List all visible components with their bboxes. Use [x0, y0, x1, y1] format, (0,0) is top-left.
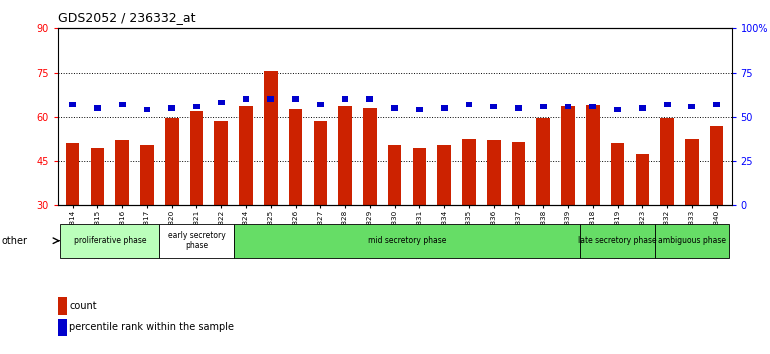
Bar	[466, 102, 472, 107]
Bar	[611, 143, 624, 205]
Bar	[189, 111, 203, 205]
Bar	[589, 104, 596, 109]
Bar	[292, 97, 299, 102]
Bar	[661, 118, 674, 205]
FancyBboxPatch shape	[654, 224, 729, 258]
Bar	[313, 121, 327, 205]
Bar	[437, 145, 451, 205]
Bar	[490, 104, 497, 109]
Bar	[462, 139, 476, 205]
Bar	[639, 105, 646, 111]
Bar	[363, 108, 377, 205]
Bar	[664, 102, 671, 107]
Bar	[413, 148, 427, 205]
FancyBboxPatch shape	[60, 224, 159, 258]
Text: GDS2052 / 236332_at: GDS2052 / 236332_at	[58, 11, 196, 24]
Bar	[317, 102, 323, 107]
Text: late secretory phase: late secretory phase	[578, 236, 657, 245]
Bar	[710, 126, 724, 205]
Bar	[69, 102, 76, 107]
Bar	[537, 118, 550, 205]
Text: ambiguous phase: ambiguous phase	[658, 236, 726, 245]
Bar	[440, 105, 447, 111]
Text: percentile rank within the sample: percentile rank within the sample	[69, 322, 234, 332]
Bar	[515, 105, 522, 111]
Bar	[338, 107, 352, 205]
FancyBboxPatch shape	[233, 224, 581, 258]
FancyBboxPatch shape	[581, 224, 654, 258]
Bar	[91, 148, 104, 205]
Bar	[688, 104, 695, 109]
Bar	[586, 105, 600, 205]
Bar	[169, 105, 175, 111]
Text: proliferative phase: proliferative phase	[73, 236, 146, 245]
Bar	[540, 104, 547, 109]
Bar	[391, 105, 398, 111]
Bar	[416, 107, 423, 113]
Bar	[193, 104, 200, 109]
Bar	[65, 143, 79, 205]
Bar	[165, 118, 179, 205]
Bar	[713, 102, 720, 107]
Text: other: other	[2, 236, 28, 246]
Bar	[487, 141, 500, 205]
Bar	[94, 105, 101, 111]
Bar	[635, 154, 649, 205]
Bar	[140, 145, 154, 205]
Bar	[116, 141, 129, 205]
Bar	[218, 100, 225, 105]
Text: mid secretory phase: mid secretory phase	[368, 236, 446, 245]
Bar	[511, 142, 525, 205]
Text: count: count	[69, 301, 97, 311]
Bar	[243, 97, 249, 102]
Bar	[267, 97, 274, 102]
Bar	[119, 102, 126, 107]
Bar	[388, 145, 401, 205]
Bar	[614, 107, 621, 113]
FancyBboxPatch shape	[159, 224, 233, 258]
Bar	[264, 71, 278, 205]
Text: early secretory
phase: early secretory phase	[168, 231, 226, 250]
Bar	[342, 97, 349, 102]
Bar	[239, 107, 253, 205]
Bar	[143, 107, 150, 113]
Bar	[289, 109, 303, 205]
Bar	[564, 104, 571, 109]
Bar	[685, 139, 698, 205]
Bar	[367, 97, 373, 102]
Bar	[561, 107, 575, 205]
Bar	[214, 121, 228, 205]
